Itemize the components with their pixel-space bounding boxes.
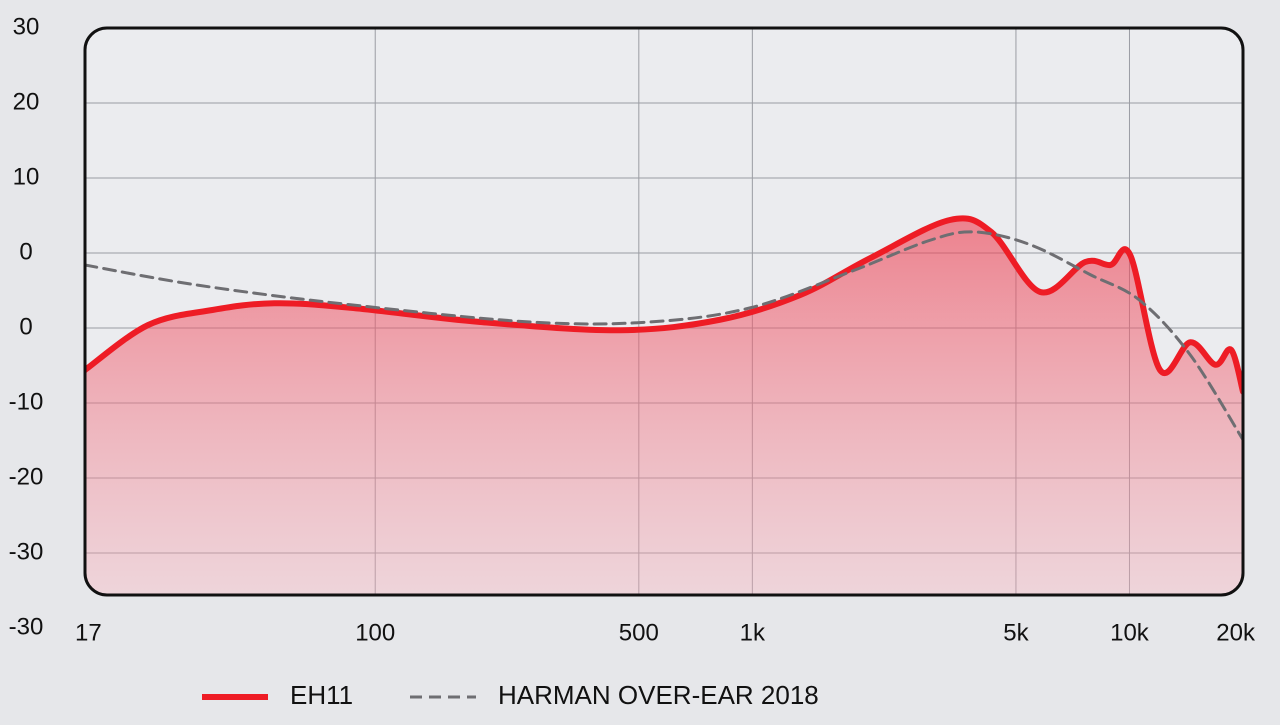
y-tick-label: -30 [9,613,44,640]
y-tick-label: -30 [9,538,44,565]
y-tick-label: 0 [19,238,32,265]
legend-label: HARMAN OVER-EAR 2018 [498,680,819,710]
lines [85,215,1243,442]
line [85,230,1243,442]
y-tick-label: 30 [13,13,40,40]
legend: EH11 HARMAN OVER-EAR 2018 [202,680,819,710]
x-tick-label: 5k [1003,619,1029,646]
x-tick-label: 100 [355,619,395,646]
x-tick-label: 17 [75,619,102,646]
legend-label: EH11 [290,680,353,710]
y-tick-label: -20 [9,463,44,490]
x-tick-label: 500 [619,619,659,646]
x-tick-label: 1k [740,619,766,646]
line [85,215,1243,395]
y-tick-label: -10 [9,388,44,415]
x-tick-label: 10k [1110,619,1150,646]
x-tick-label: 20k [1216,619,1256,646]
y-tick-label: 20 [13,88,40,115]
y-tick-label: 0 [19,313,32,340]
plot-border [83,26,1245,597]
y-tick-label: 10 [13,163,40,190]
